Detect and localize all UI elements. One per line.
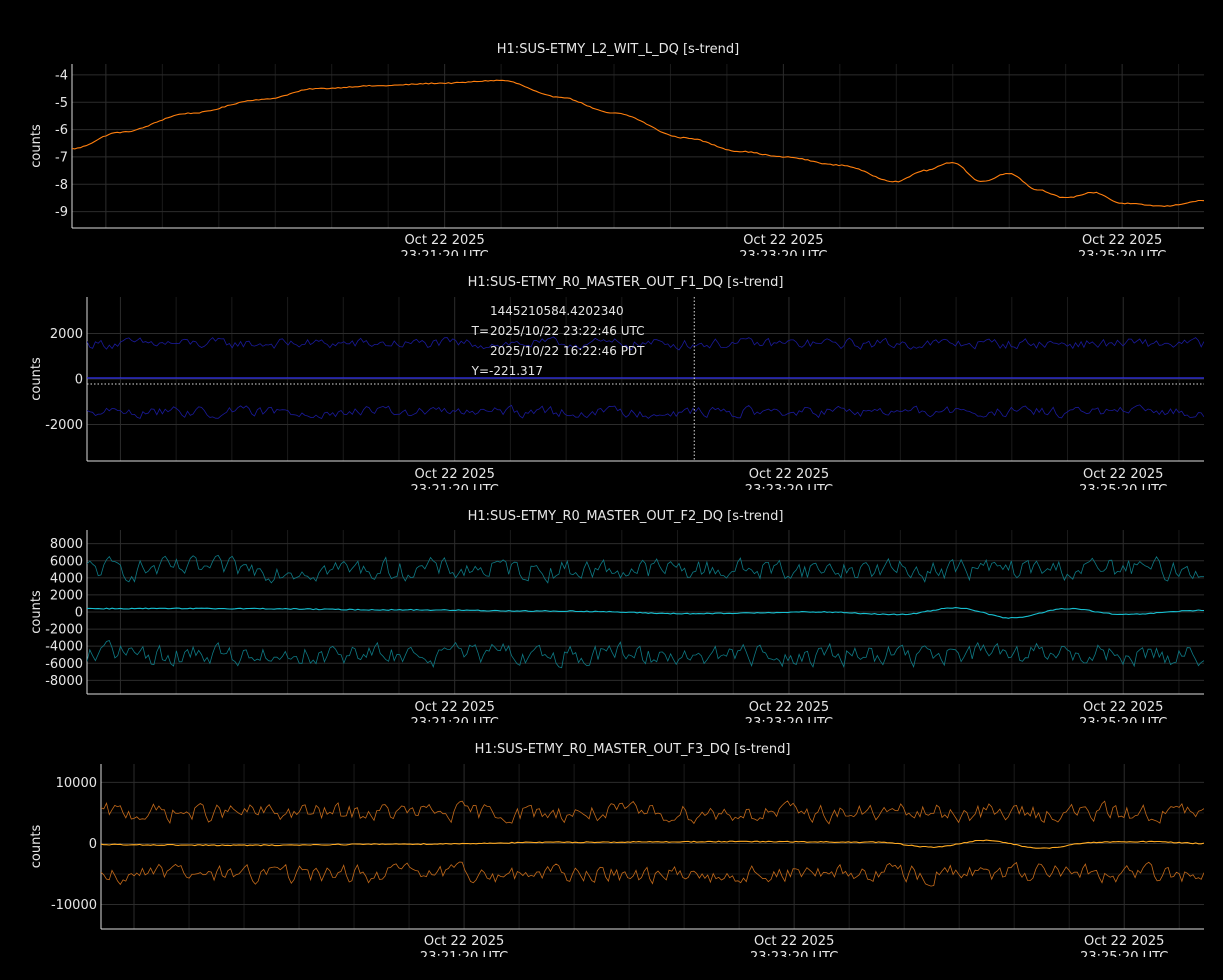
traces: [87, 554, 1204, 669]
series-min-line: [87, 404, 1204, 420]
panel-title: H1:SUS-ETMY_L2_WIT_L_DQ [s-trend]: [497, 42, 739, 57]
trend-panel-1[interactable]: H1:SUS-ETMY_L2_WIT_L_DQ [s-trend]counts-…: [0, 42, 1223, 264]
series-max-line: [87, 554, 1204, 584]
y-tick-label: -8000: [45, 674, 83, 689]
grid: [87, 530, 1204, 694]
series-mean-line: [87, 607, 1204, 619]
tick-label-cutoff: [0, 256, 1223, 261]
panel-title: H1:SUS-ETMY_R0_MASTER_OUT_F2_DQ [s-trend…: [468, 509, 784, 524]
x-tick-date: Oct 22 2025: [404, 233, 484, 248]
x-tick-date: Oct 22 2025: [749, 700, 829, 715]
x-tick-date: Oct 22 2025: [415, 467, 495, 482]
cursor-gps-time: 1445210584.4202340: [490, 304, 624, 318]
y-axis-label: counts: [29, 590, 44, 634]
x-tick-date: Oct 22 2025: [743, 233, 823, 248]
series-min-line: [87, 639, 1204, 669]
series-max-line: [87, 336, 1204, 351]
traces: [72, 79, 1204, 207]
y-tick-label: -10000: [51, 898, 97, 913]
y-tick-label: -2000: [45, 418, 83, 433]
series-max-line: [101, 800, 1204, 825]
grid: [72, 64, 1204, 228]
x-tick-date: Oct 22 2025: [754, 934, 834, 949]
x-tick-date: Oct 22 2025: [415, 700, 495, 715]
x-tick-date: Oct 22 2025: [424, 934, 504, 949]
y-axis-label: counts: [29, 825, 44, 869]
series-mean-line: [101, 839, 1204, 849]
y-tick-label: -6000: [45, 657, 83, 672]
cursor-local-time: 2025/10/22 16:22:46 PDT: [490, 344, 645, 358]
y-tick-label: -7: [55, 150, 68, 165]
y-tick-label: -8: [55, 178, 68, 193]
y-tick-label: -9: [55, 205, 68, 220]
y-tick-label: -2000: [45, 623, 83, 638]
traces: [101, 800, 1204, 887]
crosshair-cursor[interactable]: 1445210584.4202340 2025/10/22 23:22:46 UT…: [87, 297, 1204, 461]
y-tick-label: 0: [75, 606, 83, 621]
tick-label-cutoff: [0, 957, 1223, 962]
trend-panel-4[interactable]: H1:SUS-ETMY_R0_MASTER_OUT_F3_DQ [s-trend…: [0, 742, 1223, 965]
panel-title: H1:SUS-ETMY_R0_MASTER_OUT_F1_DQ [s-trend…: [468, 275, 784, 290]
y-tick-label: -5: [55, 96, 68, 111]
x-tick-date: Oct 22 2025: [1082, 233, 1162, 248]
trend-panel-3[interactable]: H1:SUS-ETMY_R0_MASTER_OUT_F2_DQ [s-trend…: [0, 509, 1223, 731]
cursor-utc-time: 2025/10/22 23:22:46 UTC: [490, 324, 644, 338]
y-tick-label: 0: [75, 373, 83, 388]
y-tick-label: -4: [55, 68, 68, 83]
y-tick-label: 4000: [50, 571, 83, 586]
y-tick-label: 8000: [50, 537, 83, 552]
tick-label-cutoff: [0, 490, 1223, 495]
x-tick-date: Oct 22 2025: [1083, 700, 1163, 715]
tick-label-cutoff: [0, 723, 1223, 728]
grid: [101, 764, 1204, 929]
x-tick-date: Oct 22 2025: [749, 467, 829, 482]
panel-title: H1:SUS-ETMY_R0_MASTER_OUT_F3_DQ [s-trend…: [475, 742, 791, 757]
y-tick-label: 0: [89, 837, 97, 852]
grid: [87, 297, 1204, 461]
cursor-y-prefix: Y=: [471, 364, 489, 378]
x-tick-date: Oct 22 2025: [1083, 467, 1163, 482]
traces: [87, 336, 1204, 420]
y-tick-label: 2000: [50, 327, 83, 342]
trend-panel-2[interactable]: H1:SUS-ETMY_R0_MASTER_OUT_F1_DQ [s-trend…: [0, 275, 1223, 498]
y-tick-label: 6000: [50, 554, 83, 569]
cursor-t-prefix: T=: [471, 324, 489, 338]
x-tick-date: Oct 22 2025: [1084, 934, 1164, 949]
y-tick-label: 2000: [50, 588, 83, 603]
y-axis-label: counts: [29, 357, 44, 401]
y-tick-label: -4000: [45, 640, 83, 655]
cursor-y-value: -221.317: [489, 364, 543, 378]
series-min-line: [101, 861, 1204, 887]
y-axis-label: counts: [29, 124, 44, 168]
y-tick-label: 10000: [56, 776, 97, 791]
y-tick-label: -6: [55, 123, 68, 138]
series-mean-line: [72, 79, 1204, 207]
